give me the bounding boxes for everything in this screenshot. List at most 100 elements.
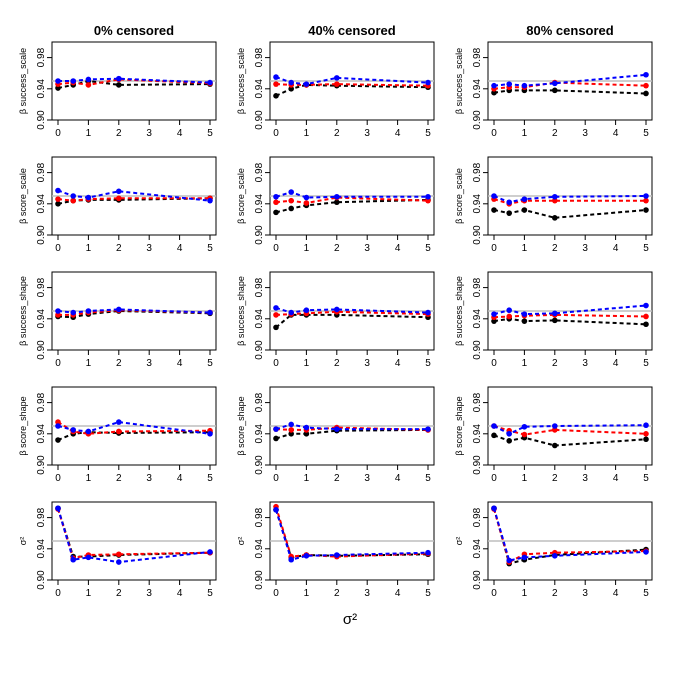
point-blue [643,71,649,78]
x-tick-label: 2 [334,128,340,139]
y-tick-label: 0.98 [36,392,47,412]
point-blue [425,426,431,432]
y-tick-label: 0.94 [472,539,483,559]
y-tick-label: 0.98 [472,47,483,67]
point-red [521,431,528,438]
y-tick-label: 0.98 [254,47,265,67]
point-blue [303,553,310,559]
point-black [288,86,295,92]
point-blue [491,311,497,317]
point-black [288,431,295,437]
panel-r2-c1: 0.90 0.94 0.98 0 1 2 3 4 5 β success_shape [236,271,435,369]
x-tick-label: 3 [582,358,588,369]
series-line-red [275,506,429,558]
x-tick-label: 4 [395,358,401,369]
point-blue [85,76,92,83]
x-tick-label: 3 [364,358,370,369]
point-blue [521,82,528,89]
y-tick-label: 0.90 [36,110,47,130]
x-tick-label: 2 [552,473,558,484]
point-red [116,428,122,435]
point-black [303,431,310,437]
x-tick-label: 4 [177,588,183,599]
point-blue [521,311,528,317]
x-tick-label: 4 [395,473,401,484]
point-blue [303,307,310,314]
x-tick-label: 0 [273,243,279,254]
series-line-black [275,313,429,329]
x-tick-label: 3 [582,128,588,139]
x-tick-label: 4 [613,358,619,369]
point-blue [552,553,558,559]
point-blue [55,423,61,429]
y-tick-label: 0.94 [472,194,483,214]
x-tick-label: 1 [522,473,528,484]
x-tick-label: 5 [425,358,431,369]
x-tick-label: 1 [522,243,528,254]
x-tick-label: 0 [55,588,61,599]
x-tick-label: 1 [522,588,528,599]
x-tick-label: 5 [643,358,649,369]
panel-r1-c1: 0.90 0.94 0.98 0 1 2 3 4 5 β score_scale [236,156,435,254]
x-tick-label: 4 [177,473,183,484]
point-blue [85,428,92,435]
row-y-label: β score_scale [18,168,28,224]
point-blue [552,80,558,87]
x-tick-label: 0 [55,473,61,484]
point-black [643,436,649,443]
x-tick-label: 2 [116,473,122,484]
y-tick-label: 0.98 [254,507,265,527]
point-blue [643,302,649,309]
point-blue [273,305,279,311]
row-y-label: σ² [454,537,464,546]
row-y-label: σ² [236,537,246,546]
point-black [55,85,61,91]
series-line-black [57,431,211,441]
point-black [273,209,279,216]
y-tick-label: 0.90 [254,455,265,475]
panel-r1-c2: 0.90 0.94 0.98 0 1 2 3 4 5 β score_scale [454,156,653,254]
point-blue [552,423,558,429]
y-tick-label: 0.90 [36,340,47,360]
panel-r3-c1: 0.90 0.94 0.98 0 1 2 3 4 5 β score_shape [236,386,435,484]
point-blue [303,81,310,87]
point-blue [273,426,279,432]
series-line-black [275,509,429,559]
x-tick-label: 4 [177,128,183,139]
x-tick-label: 1 [86,473,92,484]
x-tick-label: 3 [364,128,370,139]
series-line-red [57,421,211,435]
series-line-black [493,317,647,326]
y-tick-label: 0.94 [36,424,47,444]
series-line-red [493,425,647,436]
x-tick-label: 3 [146,128,152,139]
x-tick-label: 2 [552,128,558,139]
point-red [55,196,61,202]
y-tick-label: 0.98 [472,277,483,297]
point-black [643,321,649,328]
point-blue [552,310,558,317]
point-black [643,90,649,97]
point-red [116,551,122,558]
panel-r3-c2: 0.90 0.94 0.98 0 1 2 3 4 5 β score_shape [454,386,653,484]
x-tick-label: 3 [146,588,152,599]
point-blue [334,75,340,81]
point-red [643,313,649,320]
x-tick-label: 3 [146,358,152,369]
point-blue [116,559,122,565]
point-black [491,432,497,439]
point-blue [334,426,340,432]
x-tick-label: 5 [643,128,649,139]
point-blue [521,423,528,430]
point-blue [491,82,497,89]
point-red [273,81,279,87]
point-blue [70,427,76,433]
point-blue [85,194,92,201]
point-blue [70,556,76,563]
point-blue [207,309,213,316]
x-tick-label: 0 [491,243,497,254]
point-blue [425,193,431,200]
point-black [521,207,528,213]
y-tick-label: 0.94 [36,194,47,214]
point-blue [521,196,528,202]
